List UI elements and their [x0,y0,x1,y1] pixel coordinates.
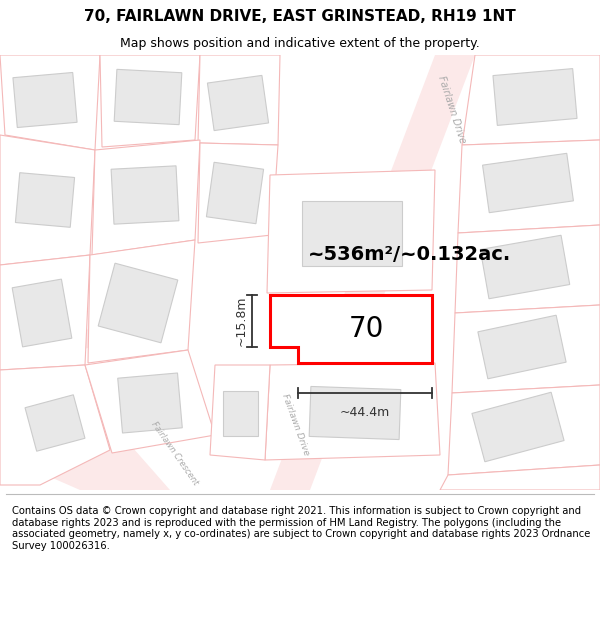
Polygon shape [270,55,475,490]
Polygon shape [267,170,435,293]
Polygon shape [114,69,182,124]
Polygon shape [458,140,600,233]
Text: Fairlawn Crescent: Fairlawn Crescent [150,419,200,486]
Text: Contains OS data © Crown copyright and database right 2021. This information is : Contains OS data © Crown copyright and d… [12,506,590,551]
Polygon shape [92,140,200,255]
Polygon shape [440,465,600,490]
Polygon shape [452,305,600,393]
Text: Fairlawn Drive: Fairlawn Drive [280,393,310,457]
Polygon shape [493,69,577,126]
Polygon shape [0,365,110,485]
Polygon shape [85,350,215,453]
Text: ~15.8m: ~15.8m [235,296,248,346]
Polygon shape [270,295,432,363]
Polygon shape [0,135,95,265]
Polygon shape [118,373,182,433]
Text: 70, FAIRLAWN DRIVE, EAST GRINSTEAD, RH19 1NT: 70, FAIRLAWN DRIVE, EAST GRINSTEAD, RH19… [84,9,516,24]
Polygon shape [265,363,440,460]
Text: Fairlawn Drive: Fairlawn Drive [436,75,467,145]
Polygon shape [448,385,600,475]
Polygon shape [16,173,74,228]
Polygon shape [302,201,402,266]
Polygon shape [12,279,72,347]
Polygon shape [309,386,401,439]
Polygon shape [100,55,200,147]
Polygon shape [462,55,600,145]
Polygon shape [88,240,195,363]
Polygon shape [482,153,574,213]
Polygon shape [480,235,570,299]
Polygon shape [25,395,85,451]
Polygon shape [208,76,269,131]
Polygon shape [478,315,566,379]
Polygon shape [210,365,270,460]
Polygon shape [0,255,90,370]
Text: Map shows position and indicative extent of the property.: Map shows position and indicative extent… [120,38,480,51]
Polygon shape [198,143,278,243]
Polygon shape [111,166,179,224]
Polygon shape [206,162,263,224]
Polygon shape [455,225,600,313]
Text: ~44.4m: ~44.4m [340,406,390,419]
Polygon shape [13,72,77,127]
Polygon shape [98,263,178,343]
Text: 70: 70 [349,315,383,343]
Polygon shape [0,270,100,355]
Text: ~536m²/~0.132ac.: ~536m²/~0.132ac. [308,246,512,264]
Polygon shape [223,391,257,436]
Polygon shape [472,392,564,462]
Polygon shape [198,55,280,145]
Polygon shape [0,365,170,490]
Polygon shape [0,55,100,150]
